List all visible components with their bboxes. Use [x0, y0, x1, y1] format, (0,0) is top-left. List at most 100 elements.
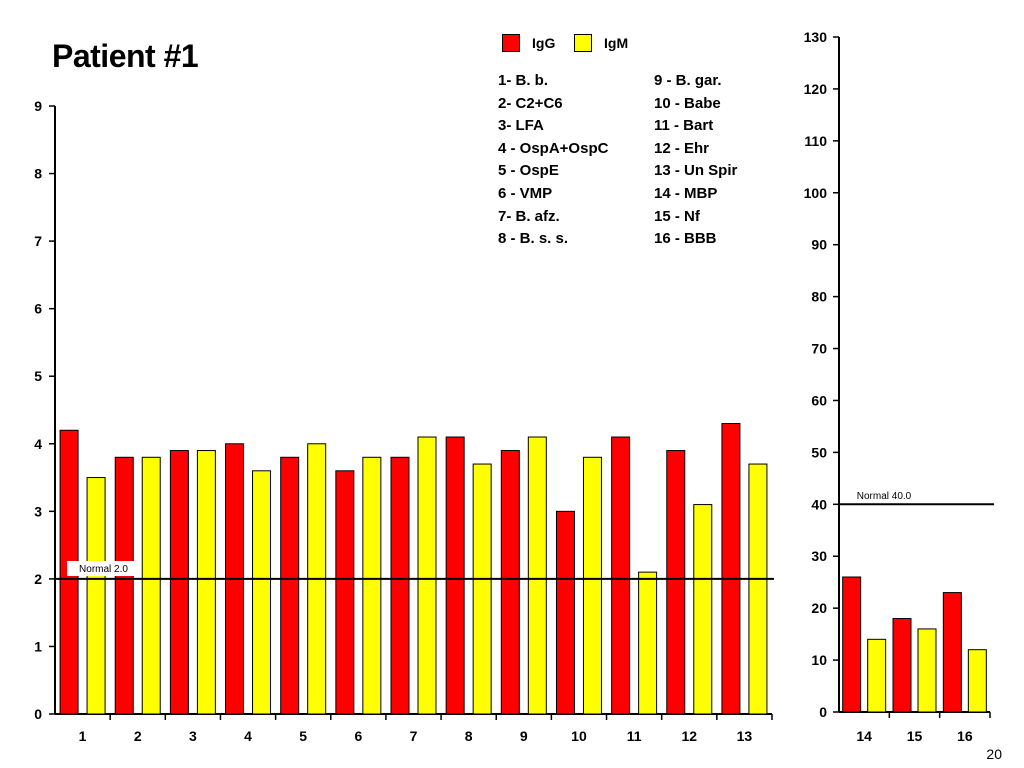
y-tick-label: 50	[811, 444, 827, 460]
bar-igg-9	[500, 450, 520, 715]
y-tick-label: 9	[34, 98, 42, 114]
y-tick-label: 20	[811, 600, 827, 616]
antigen-item: 9 - B. gar.	[654, 72, 722, 89]
antigen-item: 8 - B. s. s.	[498, 230, 569, 248]
y-tick-label: 100	[804, 185, 828, 201]
bar-igm-12	[693, 504, 713, 715]
y-tick-label: 8	[34, 166, 42, 182]
y-tick-label: 80	[811, 289, 827, 305]
y-tick-label: 4	[34, 436, 42, 452]
antigen-item: 5 - OspE	[498, 162, 559, 180]
antigen-item: 4 - OspA+OspC	[498, 139, 609, 157]
bar-igg-12	[666, 450, 686, 715]
bar-igg-3	[169, 450, 189, 715]
y-tick-label: 1	[34, 638, 42, 654]
bar-igm-1	[86, 477, 106, 715]
igm-swatch	[574, 34, 592, 52]
antigen-list-left: 1- B. b. 2- C2+C6 3- LFA 4 - OspA+OspC 5…	[498, 70, 608, 251]
y-tick-label: 120	[804, 81, 828, 97]
y-tick-label: 30	[811, 548, 827, 564]
y-tick-label: 70	[811, 341, 827, 357]
normal-reference-label: Normal 2.0	[79, 564, 128, 575]
x-tick-label: 3	[189, 728, 197, 744]
y-tick-label: 110	[804, 133, 827, 149]
y-tick-label: 0	[34, 706, 42, 722]
bar-igm-2	[141, 456, 161, 715]
bar-igm-11	[638, 571, 658, 715]
y-tick-label: 2	[34, 571, 42, 587]
antigen-item: 10 - Babe	[654, 94, 721, 112]
y-tick-label: 6	[34, 301, 42, 317]
x-tick-label: 7	[410, 728, 418, 744]
x-tick-label: 1	[79, 728, 87, 744]
antigen-item: 16 - BBB	[654, 230, 717, 248]
page-number: 20	[986, 746, 1002, 762]
bar-igg-14	[842, 576, 862, 713]
y-tick-label: 130	[804, 29, 828, 45]
bar-igg-2	[114, 456, 134, 715]
bar-igm-15	[917, 628, 937, 713]
normal-label-box	[850, 488, 918, 503]
x-tick-label: 16	[957, 728, 973, 744]
y-tick-label: 10	[811, 652, 827, 668]
bar-igg-11	[611, 436, 631, 715]
bar-igm-3	[196, 450, 216, 715]
bar-igg-8	[445, 436, 465, 715]
bar-igg-16	[942, 592, 962, 713]
bar-igm-8	[472, 463, 492, 715]
x-tick-label: 6	[354, 728, 362, 744]
x-tick-label: 12	[681, 728, 697, 744]
legend-item-igm: IgM	[574, 34, 628, 52]
x-tick-label: 11	[627, 728, 642, 744]
bar-igm-6	[362, 456, 382, 715]
antigen-item: 14 - MBP	[654, 184, 718, 202]
y-tick-label: 60	[811, 392, 827, 408]
y-tick-label: 0	[819, 704, 827, 720]
y-tick-label: 7	[34, 233, 42, 249]
x-tick-label: 9	[520, 728, 528, 744]
bar-igm-10	[582, 456, 602, 715]
right-panel	[833, 36, 994, 718]
antigen-item: 7- B. afz.	[498, 207, 560, 225]
bar-igg-13	[721, 423, 741, 715]
y-tick-label: 90	[811, 237, 827, 253]
antigen-item: 12 - Ehr	[654, 139, 710, 157]
left-panel	[49, 105, 774, 720]
x-tick-label: 13	[737, 728, 753, 744]
antigen-item: 11 - Bart	[654, 117, 714, 135]
bar-igg-10	[555, 510, 575, 715]
y-tick-label: 3	[34, 503, 42, 519]
antigen-item: 2- C2+C6	[498, 94, 563, 112]
bar-igm-14	[867, 638, 887, 713]
antigen-item: 1- B. b.	[498, 72, 549, 89]
antigen-list-right: 9 - B. gar. 10 - Babe 11 - Bart 12 - Ehr…	[654, 70, 737, 251]
x-tick-label: 14	[856, 728, 872, 744]
normal-label-box	[67, 561, 140, 576]
x-tick-label: 4	[244, 728, 252, 744]
y-tick-label: 5	[34, 368, 42, 384]
bar-igg-5	[280, 456, 300, 715]
bar-igm-9	[527, 436, 547, 715]
bar-igg-7	[390, 456, 410, 715]
igg-swatch	[502, 34, 520, 52]
legend-label-igg: IgG	[532, 35, 556, 51]
y-tick-label: 40	[811, 496, 827, 512]
antigen-item: 3- LFA	[498, 117, 544, 135]
legend-item-igg: IgG	[502, 34, 555, 52]
antigen-item: 13 - Un Spir	[654, 162, 738, 180]
x-tick-label: 10	[571, 728, 587, 744]
bar-igm-16	[967, 649, 987, 713]
x-tick-label: 15	[907, 728, 923, 744]
x-tick-label: 5	[299, 728, 307, 744]
bar-igm-4	[252, 470, 272, 715]
chart-title: Patient #1	[52, 38, 199, 74]
bar-igg-15	[892, 618, 912, 713]
antigen-item: 15 - Nf	[654, 207, 700, 225]
bar-igm-7	[417, 436, 437, 715]
bar-igg-6	[335, 470, 355, 715]
normal-reference-label: Normal 40.0	[857, 491, 912, 502]
bar-igm-13	[748, 463, 768, 715]
legend-label-igm: IgM	[604, 35, 629, 51]
x-tick-label: 8	[465, 728, 473, 744]
